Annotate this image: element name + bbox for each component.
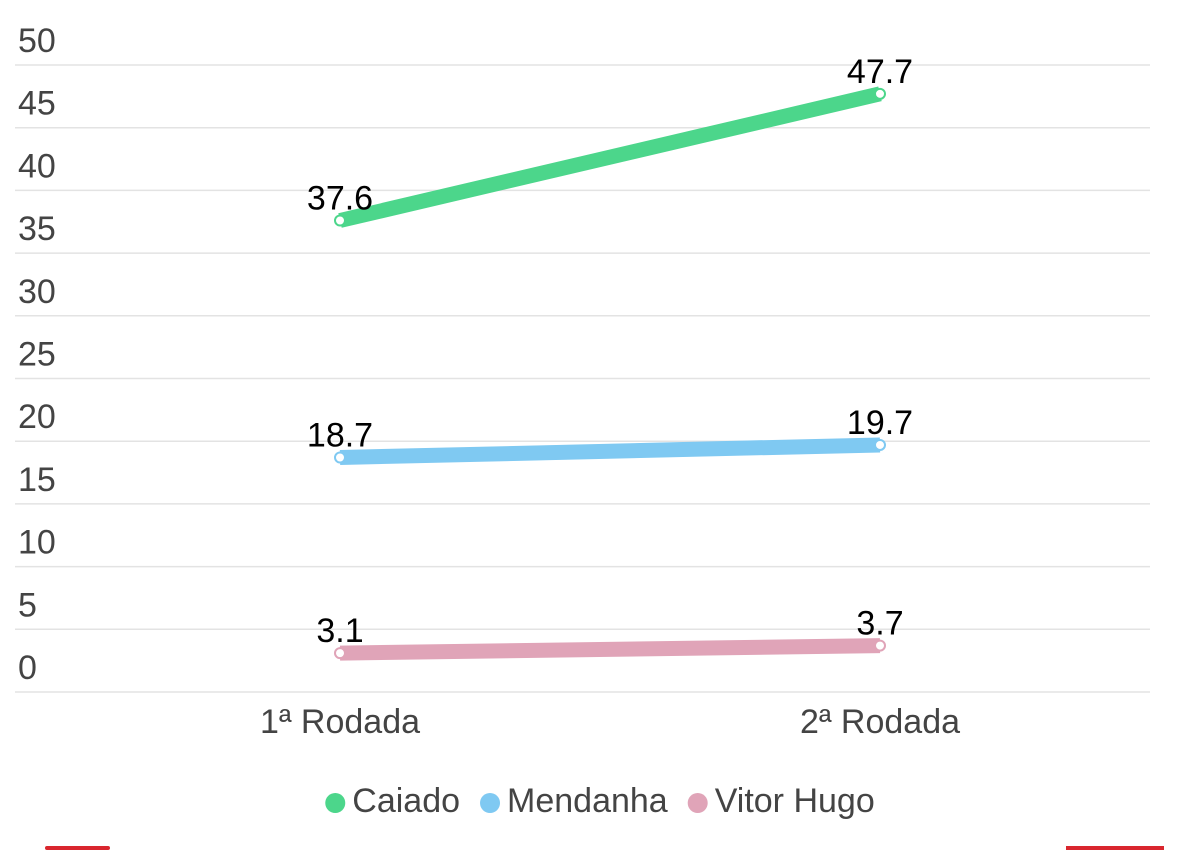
y-tick-label: 45 <box>18 85 56 123</box>
y-tick-label: 20 <box>18 398 56 436</box>
data-point <box>874 438 886 451</box>
legend-marker <box>687 793 708 813</box>
y-tick-label: 5 <box>18 586 37 624</box>
decoration <box>45 846 110 850</box>
y-tick-label: 35 <box>18 210 56 248</box>
value-label: 3.1 <box>316 612 363 650</box>
x-tick-label: 1ª Rodada <box>260 703 420 741</box>
y-tick-label: 30 <box>18 273 56 311</box>
legend-label: Caiado <box>352 782 460 820</box>
x-tick-label: 2ª Rodada <box>800 703 960 741</box>
decoration <box>1066 846 1164 850</box>
y-tick-label: 0 <box>18 649 37 687</box>
value-label: 37.6 <box>307 179 373 217</box>
value-label: 3.7 <box>856 605 903 643</box>
y-tick-label: 40 <box>18 147 56 185</box>
y-tick-label: 25 <box>18 335 56 373</box>
y-tick-label: 15 <box>18 461 56 499</box>
data-point <box>334 647 346 660</box>
series-line <box>339 638 881 661</box>
data-point <box>334 214 346 227</box>
y-tick-label: 50 <box>18 22 56 60</box>
y-tick-label: 10 <box>18 524 56 562</box>
series-line <box>338 86 882 228</box>
value-label: 47.7 <box>847 53 913 91</box>
legend-marker <box>325 793 346 813</box>
value-label: 19.7 <box>847 404 913 442</box>
legend: Caiado Mendanha Vitor Hugo <box>325 782 875 820</box>
data-point <box>334 451 346 464</box>
legend-label: Vitor Hugo <box>715 782 875 820</box>
legend-label: Mendanha <box>507 782 668 820</box>
value-label: 18.7 <box>307 416 373 454</box>
data-point <box>874 87 886 100</box>
series-line <box>339 437 881 465</box>
legend-marker <box>480 793 501 813</box>
data-point <box>874 639 886 652</box>
